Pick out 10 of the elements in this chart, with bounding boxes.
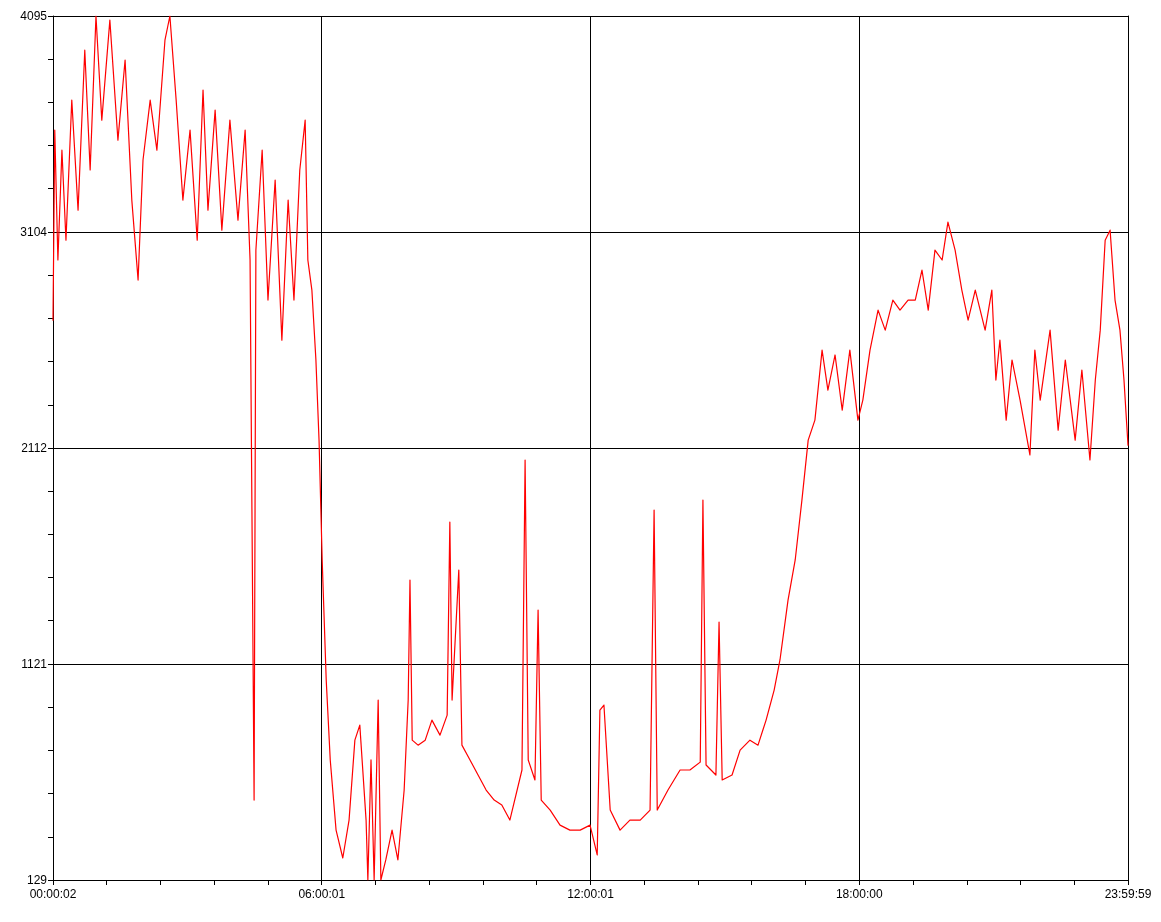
y-tick-label: 4095 xyxy=(20,9,48,23)
y-tick-label: 2112 xyxy=(21,441,48,455)
x-tick-label: 06:00:01 xyxy=(298,887,346,901)
x-tick-label: 23:59:59 xyxy=(1104,887,1152,901)
x-tick-label: 18:00:00 xyxy=(835,887,883,901)
y-tick-label: 129 xyxy=(26,873,48,887)
y-tick-label: 3104 xyxy=(20,224,48,239)
x-tick-label: 12:00:01 xyxy=(567,887,615,901)
y-tick-label: 1121 xyxy=(21,656,48,671)
x-tick-label: 00:00:02 xyxy=(29,887,77,901)
